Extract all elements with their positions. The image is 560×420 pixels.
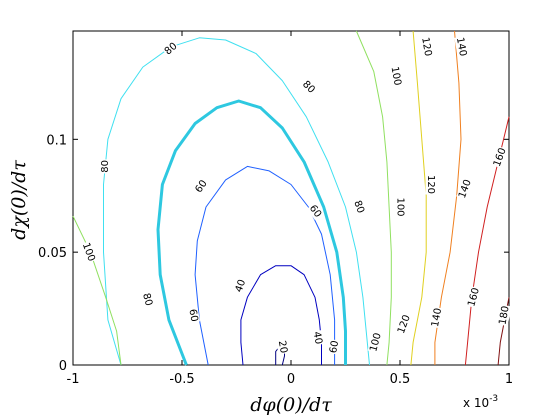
x-tick-label-4: 1 — [505, 372, 513, 387]
contour-label-bg-15 — [80, 240, 98, 264]
contour-label-group-10: 80 — [140, 291, 155, 308]
contour-label-bg-5 — [186, 307, 201, 324]
contour-label-group-14: 100 — [367, 331, 384, 354]
contour-label-group-24: 180 — [496, 304, 512, 327]
contour-label-100-12: 100 — [389, 66, 403, 87]
contour-line-40-1 — [240, 265, 322, 366]
x-tick-label-3: 0.5 — [390, 372, 411, 387]
x-exponent-label: x 10-3 — [463, 394, 498, 410]
contour-line-120-7 — [410, 30, 427, 366]
contour-label-bg-24 — [496, 304, 512, 327]
x-tick-label-2: 0 — [287, 372, 295, 387]
x-tick-label-0: -1 — [67, 372, 80, 387]
contour-label-40-2: 40 — [311, 331, 324, 345]
contour-label-80-9: 80 — [100, 160, 111, 173]
contour-label-bg-19 — [454, 35, 469, 58]
y-axis-label: dχ(0)/dτ — [8, 160, 30, 240]
contour-label-80-11: 80 — [351, 199, 366, 215]
contour-label-bg-6 — [327, 338, 341, 355]
contour-label-140-19: 140 — [454, 36, 468, 57]
contour-label-bg-16 — [419, 35, 434, 58]
contour-label-60-6: 60 — [328, 340, 341, 354]
contour-label-bg-0 — [276, 338, 290, 355]
contour-label-bg-17 — [425, 174, 437, 195]
contour-label-bg-14 — [367, 331, 384, 354]
contour-label-40-1: 40 — [234, 278, 249, 294]
contour-label-bg-12 — [388, 65, 404, 87]
contour-label-bg-20 — [456, 177, 474, 201]
contour-label-bg-13 — [395, 197, 406, 217]
contour-label-180-24: 180 — [498, 305, 512, 326]
contour-label-bg-21 — [429, 306, 444, 329]
x-axis-label: dφ(0)/dτ — [250, 394, 332, 416]
contour-line-80-3 — [156, 99, 347, 366]
contour-label-group-5: 60 — [186, 307, 201, 324]
contour-label-group-1: 40 — [232, 277, 249, 295]
contour-label-group-16: 120 — [419, 35, 434, 58]
contour-label-bg-4 — [306, 202, 324, 221]
contour-label-bg-11 — [351, 198, 367, 216]
contour-label-60-5: 60 — [186, 308, 199, 322]
x-exponent-power: -3 — [489, 394, 498, 404]
y-tick-label-2: 0.1 — [46, 133, 67, 148]
contour-label-bg-7 — [161, 40, 180, 58]
contour-label-bg-9 — [99, 159, 111, 174]
contour-label-80-10: 80 — [140, 292, 154, 307]
contour-label-group-6: 60 — [327, 338, 341, 355]
x-tick-label-1: -0.5 — [169, 372, 194, 387]
x-exponent-base: x 10 — [463, 396, 489, 410]
contour-label-bg-10 — [140, 291, 155, 308]
contour-label-bg-3 — [192, 177, 210, 196]
tick-layer: -1 -0.5 0 0.5 1 0 0.05 0.1 — [38, 31, 513, 387]
contour-line-100-6 — [355, 30, 392, 366]
contour-label-100-13: 100 — [395, 197, 406, 216]
contour-label-bg-18 — [395, 312, 413, 336]
y-tick-label-1: 0.05 — [38, 246, 67, 261]
contour-label-bg-2 — [311, 329, 325, 346]
contour-line-60-2 — [194, 165, 336, 366]
contour-label-group-2: 40 — [311, 329, 325, 346]
contour-label-bg-22 — [491, 145, 509, 169]
contour-label-160-23: 160 — [466, 287, 482, 308]
contour-line-100-5 — [72, 215, 122, 366]
contour-label-20-0: 20 — [276, 340, 289, 354]
contour-label-120-16: 120 — [419, 36, 433, 57]
contour-label-group-12: 100 — [388, 65, 404, 87]
contour-label-group-21: 140 — [429, 306, 444, 329]
contour-line-80-4 — [103, 37, 370, 366]
contour-label-group-23: 160 — [465, 286, 482, 309]
contour-label-group-13: 100 — [395, 197, 406, 217]
contour-label-group-17: 120 — [425, 174, 437, 195]
contour-label-group-11: 80 — [351, 198, 367, 216]
contour-label-bg-8 — [299, 78, 318, 96]
contour-label-group-19: 140 — [454, 35, 469, 58]
contour-label-120-17: 120 — [425, 175, 436, 194]
contour-label-bg-1 — [232, 277, 248, 295]
y-tick-label-0: 0 — [59, 359, 67, 374]
contour-label-group-9: 80 — [99, 159, 111, 174]
contour-label-100-14: 100 — [368, 332, 384, 353]
contour-label-group-0: 20 — [276, 338, 290, 355]
contour-label-140-21: 140 — [430, 307, 444, 328]
contour-label-bg-23 — [465, 286, 482, 309]
contour-line-140-8 — [434, 30, 462, 365]
plot-area — [72, 30, 510, 366]
